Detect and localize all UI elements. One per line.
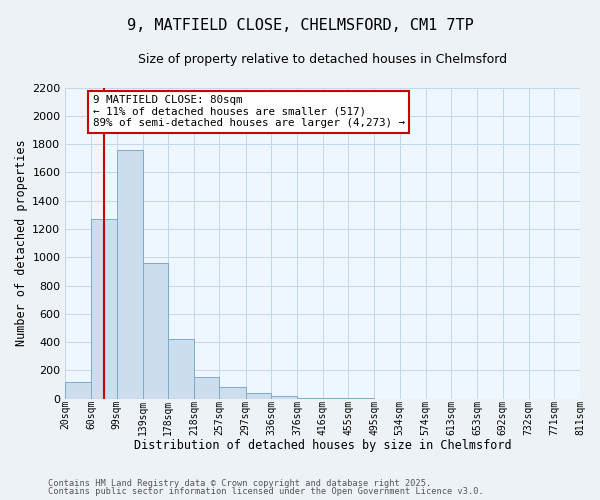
Text: 9, MATFIELD CLOSE, CHELMSFORD, CM1 7TP: 9, MATFIELD CLOSE, CHELMSFORD, CM1 7TP bbox=[127, 18, 473, 32]
Bar bbox=[271, 396, 297, 398]
X-axis label: Distribution of detached houses by size in Chelmsford: Distribution of detached houses by size … bbox=[134, 440, 511, 452]
Bar bbox=[143, 263, 168, 398]
Bar bbox=[245, 393, 271, 398]
Bar bbox=[220, 388, 245, 398]
Text: Contains public sector information licensed under the Open Government Licence v3: Contains public sector information licen… bbox=[48, 487, 484, 496]
Bar bbox=[91, 219, 116, 398]
Y-axis label: Number of detached properties: Number of detached properties bbox=[15, 140, 28, 346]
Text: 9 MATFIELD CLOSE: 80sqm
← 11% of detached houses are smaller (517)
89% of semi-d: 9 MATFIELD CLOSE: 80sqm ← 11% of detache… bbox=[92, 96, 404, 128]
Title: Size of property relative to detached houses in Chelmsford: Size of property relative to detached ho… bbox=[138, 52, 507, 66]
Bar bbox=[168, 340, 194, 398]
Text: Contains HM Land Registry data © Crown copyright and database right 2025.: Contains HM Land Registry data © Crown c… bbox=[48, 479, 431, 488]
Bar bbox=[194, 377, 220, 398]
Bar bbox=[65, 382, 91, 398]
Bar bbox=[116, 150, 143, 398]
